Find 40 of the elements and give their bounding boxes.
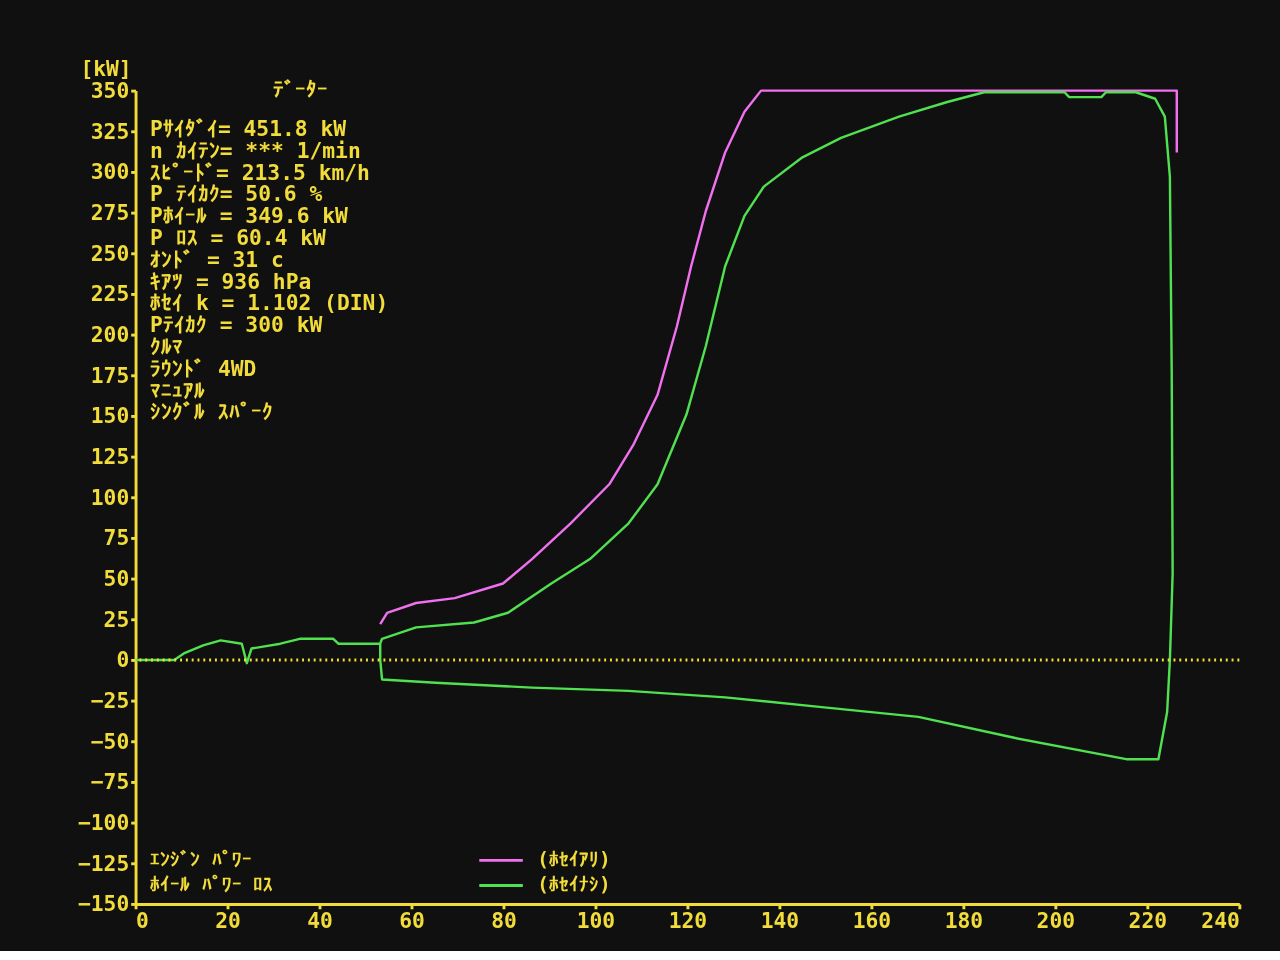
annotation: ｼﾝｸﾞﾙ ｽﾊﾟｰｸ — [150, 399, 273, 425]
y-tick-label: 25 — [103, 606, 130, 632]
y-tick-label: −150 — [77, 891, 130, 917]
y-tick-label: −100 — [77, 809, 130, 835]
x-tick-label: 180 — [944, 907, 984, 933]
x-tick-label: 220 — [1128, 907, 1168, 933]
y-tick-label: −75 — [90, 769, 130, 795]
y-tick-label: 275 — [90, 199, 130, 225]
y-tick-label: 225 — [90, 281, 130, 307]
y-tick-label: 250 — [90, 240, 130, 266]
x-tick-label: 80 — [491, 907, 517, 933]
x-tick-label: 100 — [576, 907, 616, 933]
y-tick-label: 100 — [90, 484, 130, 510]
legend-label: (ﾎｾｲﾅｼ) — [537, 873, 611, 897]
x-tick-label: 240 — [1201, 907, 1240, 933]
y-tick-label: 200 — [90, 321, 130, 347]
y-tick-label: 0 — [116, 647, 130, 673]
annotation: ｴﾝｼﾞﾝ ﾊﾟﾜｰ — [150, 848, 252, 872]
x-tick-label: 0 — [136, 907, 149, 933]
x-tick-label: 160 — [852, 907, 892, 933]
y-tick-label: 175 — [90, 362, 130, 388]
y-tick-label: −50 — [90, 728, 130, 754]
x-tick-label: 40 — [307, 907, 333, 933]
x-tick-label: 120 — [668, 907, 708, 933]
y-tick-label: 75 — [103, 525, 130, 551]
y-tick-label: −25 — [90, 687, 130, 713]
annotation: ﾃﾞｰﾀｰ — [272, 77, 328, 103]
annotation: ﾎｲｰﾙ ﾊﾟﾜｰ ﾛｽ — [150, 873, 274, 897]
x-tick-label: 60 — [399, 907, 425, 933]
x-tick-label: 140 — [760, 907, 800, 933]
y-tick-label: 150 — [90, 403, 130, 429]
y-tick-label: 125 — [90, 443, 130, 469]
x-tick-label: 20 — [215, 907, 241, 933]
y-tick-label: 325 — [90, 118, 130, 144]
y-tick-label: −125 — [77, 850, 130, 876]
y-axis-title: [kW] — [80, 56, 132, 82]
x-tick-label: 200 — [1036, 907, 1076, 933]
legend-label: (ﾎｾｲｱﾘ) — [537, 848, 611, 872]
y-tick-label: 300 — [90, 159, 130, 185]
y-tick-label: 50 — [103, 565, 130, 591]
